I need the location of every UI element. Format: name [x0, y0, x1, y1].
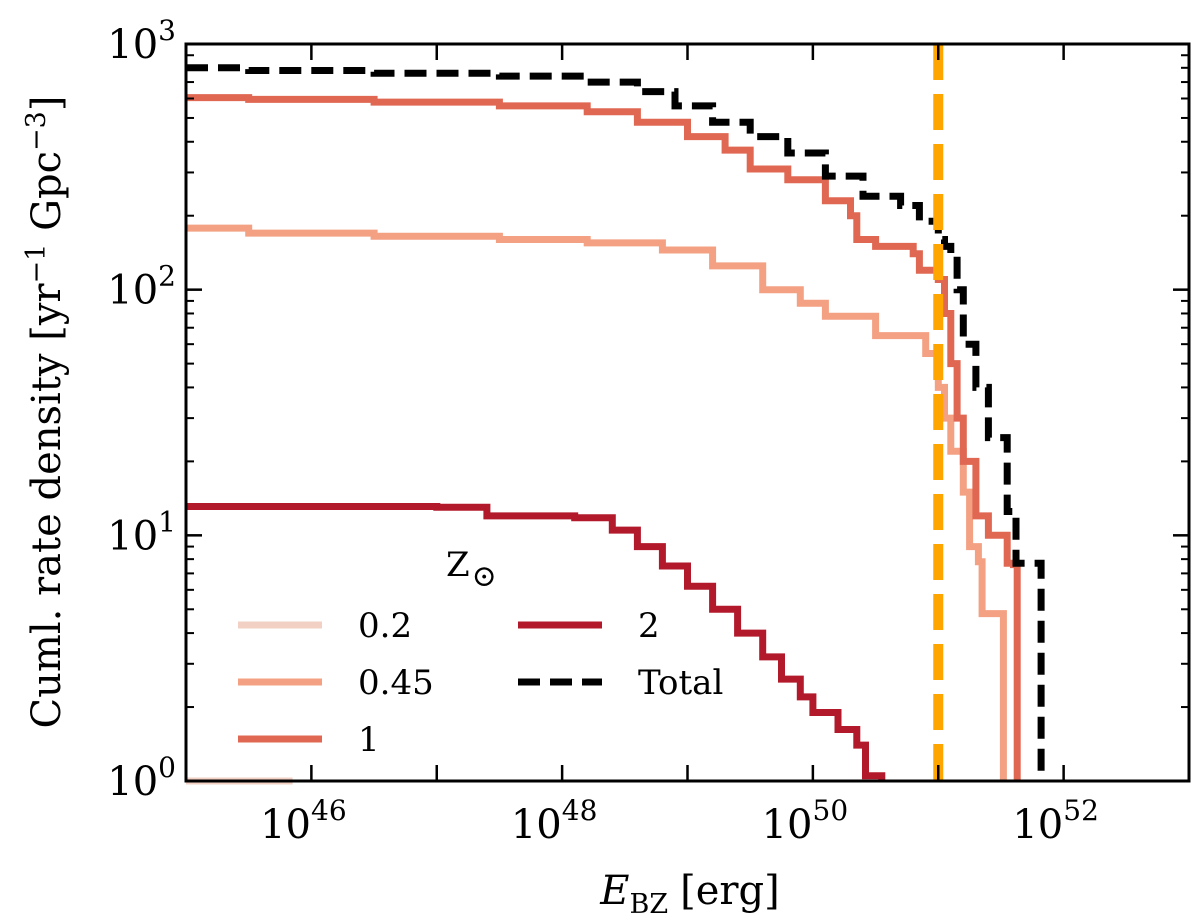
x-tick-label: 1052 — [1012, 794, 1099, 848]
y-tick-label: 103 — [107, 14, 176, 68]
legend: Z⊙ 0.2 0.45 1 2 Total — [238, 545, 723, 760]
y-tick-label: 101 — [107, 505, 176, 559]
legend-label-0_2: 0.2 — [358, 606, 412, 646]
plot-series-layer — [186, 64, 1045, 785]
legend-label-1: 1 — [358, 720, 380, 760]
axis-tick-labels: 1046 1048 1050 1052 100 101 102 103 — [107, 14, 1099, 848]
y-axis-title: Cuml. rate density [yr−1 Gpc−3] — [21, 96, 70, 729]
x-tick-label: 1048 — [511, 794, 598, 848]
y-tick-label: 100 — [107, 751, 176, 805]
series-line-0_45 — [186, 224, 1007, 781]
legend-label-2: 2 — [638, 606, 660, 646]
series-line-2 — [186, 503, 886, 781]
x-tick-label: 1050 — [762, 794, 849, 848]
x-axis-title: EBZ [erg] — [599, 868, 779, 920]
y-tick-label: 102 — [107, 260, 176, 314]
legend-label-Total: Total — [638, 663, 723, 703]
x-tick-label: 1046 — [260, 794, 347, 848]
legend-label-0_45: 0.45 — [358, 663, 434, 703]
legend-title: Z⊙ — [446, 545, 497, 594]
axis-ticks — [184, 42, 1191, 783]
legend-entries: 0.2 0.45 1 2 Total — [238, 606, 723, 760]
series-line-1 — [186, 94, 1021, 781]
series-line-Total — [186, 64, 1045, 781]
